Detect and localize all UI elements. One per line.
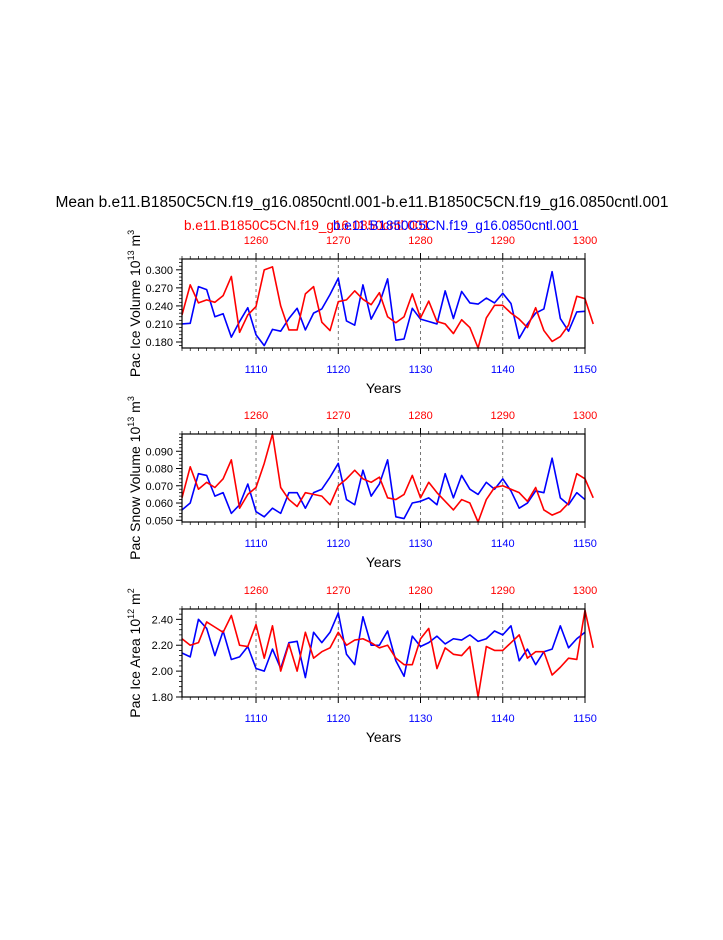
- y-label-exponent: 13: [126, 250, 136, 260]
- series-line-red: [181, 266, 594, 349]
- x-tick-label-top: 1260: [244, 410, 268, 422]
- x-tick-label-top: 1270: [326, 235, 350, 247]
- x-tick-label-top: 1290: [491, 235, 515, 247]
- y-label-unit-exponent: 3: [126, 230, 136, 235]
- x-tick-label-bottom: 1120: [326, 364, 350, 376]
- y-tick-label: 0.210: [145, 319, 173, 331]
- x-tick-label-top: 1270: [326, 410, 350, 422]
- x-tick-label-bottom: 1110: [245, 538, 268, 550]
- y-label-text: Pac Ice Area 10: [127, 619, 143, 718]
- y-label-exponent: 13: [126, 417, 136, 427]
- y-label-unit: m: [127, 593, 143, 609]
- y-label-exponent: 12: [126, 609, 136, 619]
- x-axis-label: Years: [366, 729, 401, 745]
- series-line-blue: [181, 612, 586, 679]
- plot-frame: [181, 433, 586, 523]
- y-tick-label: 2.40: [152, 614, 173, 626]
- x-tick-label-top: 1260: [244, 235, 268, 247]
- x-tick-label-bottom: 1130: [409, 538, 433, 550]
- x-tick-label-top: 1260: [244, 585, 268, 597]
- y-label-unit-exponent: 2: [126, 588, 136, 593]
- x-tick-label-top: 1290: [491, 585, 515, 597]
- x-tick-label-bottom: 1150: [573, 713, 597, 725]
- x-tick-label-top: 1300: [573, 410, 597, 422]
- panel-3: 1.80 2.00 2.20 2.40 1110 1120 1130 1140 1150 1260…: [126, 585, 597, 745]
- y-label-unit: m: [127, 235, 143, 251]
- x-tick-label-top: 1290: [491, 410, 515, 422]
- x-tick-label-top: 1280: [408, 235, 432, 247]
- x-tick-label-top: 1300: [573, 585, 597, 597]
- y-label-unit: m: [127, 401, 143, 417]
- x-tick-label-top: 1280: [408, 410, 432, 422]
- x-tick-label-bottom: 1140: [491, 538, 515, 550]
- x-tick-label-bottom: 1120: [326, 713, 350, 725]
- x-axis-label: Years: [366, 554, 401, 570]
- legend-red: b.e11.B1850C5CN.f19_g16.0850cntl.001: [184, 218, 430, 233]
- main-title: Mean b.e11.B1850C5CN.f19_g16.0850cntl.00…: [56, 194, 669, 211]
- x-tick-label-top: 1300: [573, 235, 597, 247]
- y-label-text: Pac Ice Volume 10: [127, 260, 143, 377]
- y-tick-label: 1.80: [152, 692, 173, 704]
- y-label-unit-exponent: 3: [126, 396, 136, 401]
- plot-frame: [181, 258, 586, 349]
- panel-1: 0.180 0.210 0.240 0.270 0.300 1110 1120 1130 114…: [126, 230, 597, 396]
- x-tick-label-top: 1280: [408, 585, 432, 597]
- y-axis-label: Pac Ice Area 1012 m2: [126, 588, 143, 717]
- legend-blue: b.e11.B1850C5CN.f19_g16.0850cntl.001: [333, 218, 579, 233]
- y-tick-label: 0.090: [145, 446, 173, 458]
- y-tick-label: 0.240: [145, 301, 173, 313]
- x-axis-label: Years: [366, 380, 401, 396]
- series-line-blue: [181, 457, 586, 520]
- y-tick-label: 2.20: [152, 640, 173, 652]
- y-tick-label: 2.00: [152, 666, 173, 678]
- series-line-red: [181, 609, 595, 698]
- y-axis-label: Pac Ice Volume 1013 m3: [126, 230, 143, 377]
- chart-panels: 0.180 0.210 0.240 0.270 0.300 1110 1120 1130 114…: [126, 230, 597, 745]
- y-tick-label: 0.070: [145, 481, 173, 493]
- x-tick-label-bottom: 1150: [573, 364, 597, 376]
- x-tick-label-bottom: 1150: [573, 538, 597, 550]
- plot-frame: [181, 608, 586, 698]
- y-tick-label: 0.080: [145, 464, 173, 476]
- x-tick-label-bottom: 1140: [491, 713, 515, 725]
- x-tick-label-bottom: 1110: [245, 364, 268, 376]
- y-tick-label: 0.300: [145, 265, 173, 277]
- y-tick-label: 0.050: [145, 515, 173, 527]
- series-line-red: [181, 433, 594, 523]
- panel-2: 0.050 0.060 0.070 0.080 0.090 1110 1120 1130 114…: [126, 396, 597, 570]
- x-tick-label-top: 1270: [326, 585, 350, 597]
- y-axis-label: Pac Snow Volume 1013 m3: [126, 396, 143, 560]
- y-tick-label: 0.060: [145, 498, 173, 510]
- y-tick-label: 0.270: [145, 283, 173, 295]
- x-tick-label-bottom: 1110: [245, 713, 268, 725]
- y-label-text: Pac Snow Volume 10: [127, 427, 143, 560]
- x-tick-label-bottom: 1130: [409, 713, 433, 725]
- x-tick-label-bottom: 1130: [409, 364, 433, 376]
- y-tick-label: 0.180: [145, 337, 173, 349]
- x-tick-label-bottom: 1120: [326, 538, 350, 550]
- x-tick-label-bottom: 1140: [491, 364, 515, 376]
- series-line-blue: [181, 270, 586, 347]
